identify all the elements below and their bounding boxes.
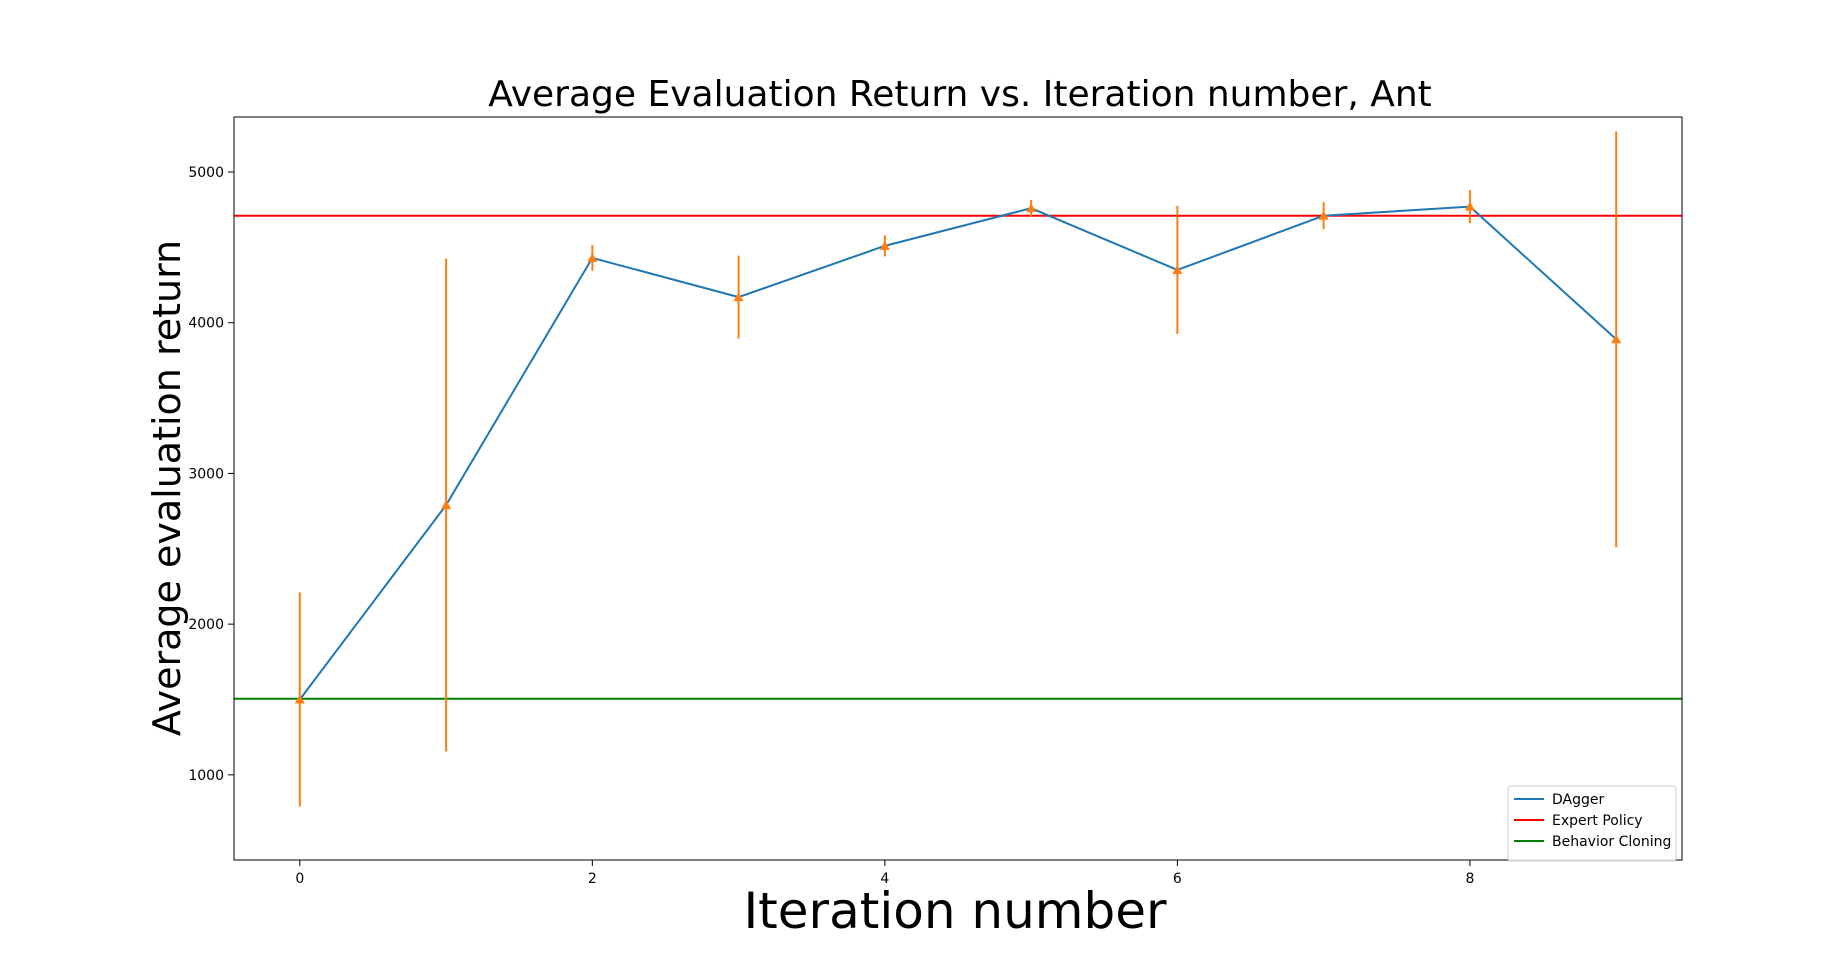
x-tick-label: 2 [588,871,597,887]
x-tick-label: 0 [295,871,304,887]
data-point-marker [1026,203,1037,213]
data-point-marker [733,292,744,302]
legend: DAgger Expert Policy Behavior Cloning [1507,785,1677,862]
data-point-marker [1172,264,1183,274]
y-tick-label: 4000 [188,316,224,332]
legend-box [1507,785,1677,862]
y-tick-label: 5000 [188,165,224,181]
x-tick-label: 6 [1173,871,1182,887]
legend-label: Expert Policy [1552,813,1643,829]
data-point-marker [294,694,305,704]
x-tick-label: 4 [880,871,889,887]
y-tick-label: 3000 [188,466,224,482]
x-axis-label: Iteration number [743,882,1167,940]
plot-area [234,131,1682,807]
data-point-marker [1464,201,1475,211]
y-tick-label: 2000 [188,617,224,633]
x-tick-label: 8 [1465,871,1474,887]
y-tick-label: 1000 [188,768,224,784]
axes: 0 2 4 6 8 1000 2000 3000 4000 5000 [188,116,1683,887]
legend-label: Behavior Cloning [1552,834,1671,850]
series-line-dagger [299,205,1617,701]
legend-label: DAgger [1552,792,1604,808]
data-point-marker [1318,210,1329,220]
y-axis-label: Average evaluation return [145,240,189,736]
data-point-marker [587,252,598,262]
chart-title: Average Evaluation Return vs. Iteration … [488,74,1432,115]
plot-frame [233,116,1683,861]
data-point-marker [441,500,452,510]
data-point-marker [879,240,890,250]
data-point-marker [1611,334,1622,344]
